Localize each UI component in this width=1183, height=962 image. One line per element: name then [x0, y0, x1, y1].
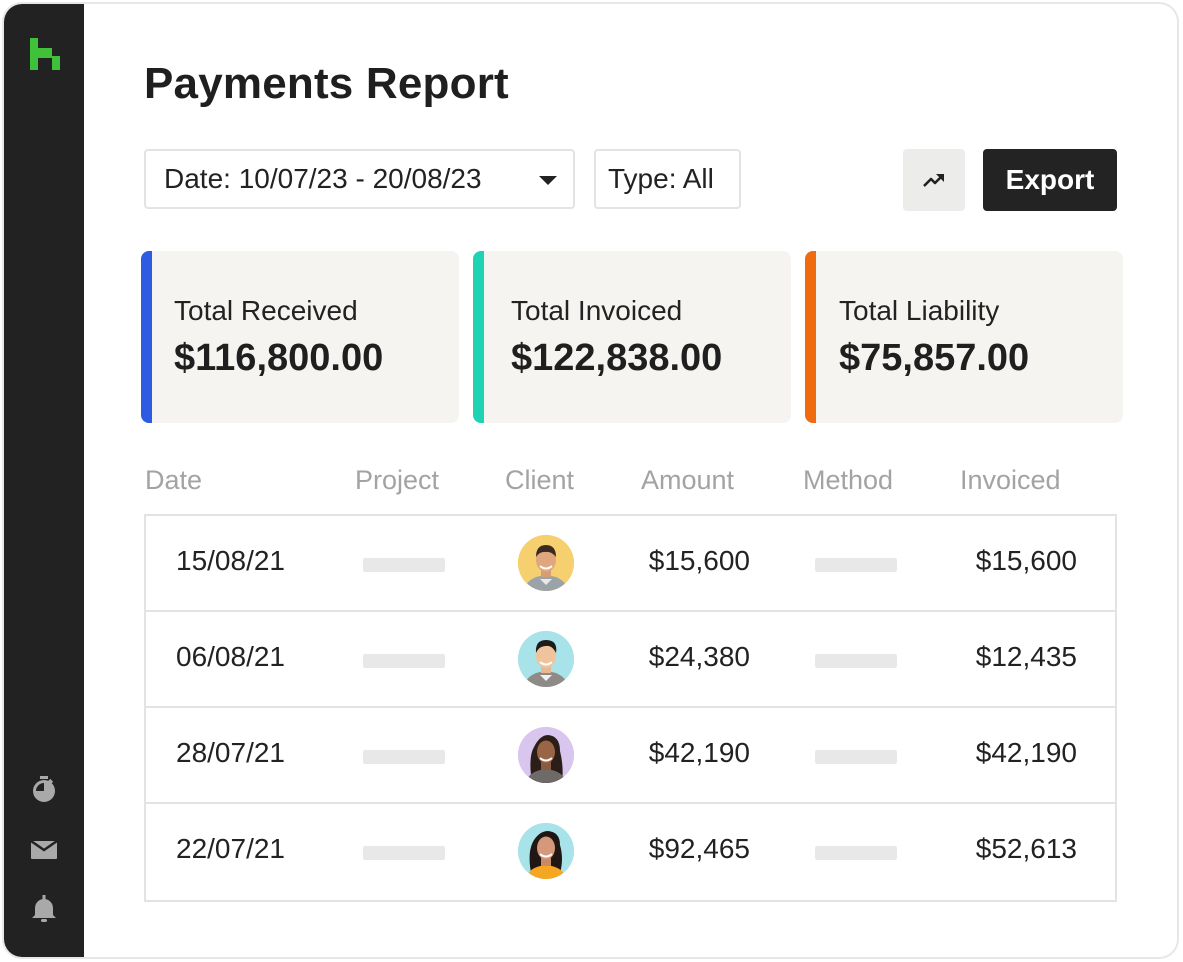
amount-cell: $15,600 [648, 545, 750, 576]
summary-card-invoiced: Total Invoiced $122,838.00 [473, 251, 791, 423]
amount-cell: $92,465 [648, 833, 750, 864]
column-header-client[interactable]: Client [505, 465, 575, 495]
amount-cell: $24,380 [648, 641, 750, 672]
caret-down-icon [539, 176, 557, 185]
card-accent-bar [473, 251, 484, 423]
trend-chart-button[interactable] [903, 149, 965, 211]
table-row[interactable]: 22/07/21 $92,465 $52,613 [146, 804, 1115, 900]
date-range-dropdown[interactable]: Date: 10/07/23 - 20/08/23 [144, 149, 575, 209]
card-label: Total Received [174, 295, 358, 326]
date-cell: 28/07/21 [176, 737, 285, 768]
page-title: Payments Report [144, 59, 509, 108]
sidebar [4, 4, 84, 957]
column-header-method[interactable]: Method [803, 465, 894, 495]
card-label: Total Liability [839, 295, 1000, 326]
card-value: $75,857.00 [839, 337, 1030, 379]
payments-table: 15/08/21 $15,600 $15,600 06/08/21 [144, 514, 1117, 902]
house-logo[interactable] [28, 36, 62, 70]
project-placeholder [363, 654, 445, 668]
summary-card-received: Total Received $116,800.00 [141, 251, 459, 423]
card-accent-bar [141, 251, 152, 423]
bell-icon[interactable] [29, 894, 59, 924]
column-header-project[interactable]: Project [355, 465, 440, 495]
invoiced-cell: $52,613 [975, 833, 1077, 864]
date-range-label: Date: 10/07/23 - 20/08/23 [164, 163, 482, 194]
client-avatar[interactable] [518, 727, 574, 783]
type-filter[interactable]: Type: All [594, 149, 741, 209]
inbox-icon[interactable] [29, 835, 59, 865]
column-header-date[interactable]: Date [145, 465, 203, 495]
client-avatar[interactable] [518, 823, 574, 879]
client-avatar[interactable] [518, 535, 574, 591]
column-header-amount[interactable]: Amount [641, 465, 735, 495]
type-filter-label: Type: All [608, 163, 714, 194]
project-placeholder [363, 558, 445, 572]
date-cell: 22/07/21 [176, 833, 285, 864]
project-placeholder [363, 750, 445, 764]
summary-card-liability: Total Liability $75,857.00 [805, 251, 1123, 423]
date-cell: 06/08/21 [176, 641, 285, 672]
amount-cell: $42,190 [648, 737, 750, 768]
method-placeholder [815, 654, 897, 668]
invoiced-cell: $12,435 [975, 641, 1077, 672]
invoiced-cell: $42,190 [975, 737, 1077, 768]
client-avatar[interactable] [518, 631, 574, 687]
export-button[interactable]: Export [983, 149, 1117, 211]
table-row[interactable]: 06/08/21 $24,380 $12,435 [146, 612, 1115, 708]
method-placeholder [815, 558, 897, 572]
table-row[interactable]: 28/07/21 $42,190 $42,190 [146, 708, 1115, 804]
timer-icon[interactable] [29, 774, 59, 804]
column-header-invoiced[interactable]: Invoiced [960, 465, 1061, 495]
card-accent-bar [805, 251, 816, 423]
invoiced-cell: $15,600 [975, 545, 1077, 576]
card-label: Total Invoiced [511, 295, 683, 326]
trend-up-icon [923, 174, 944, 187]
card-value: $116,800.00 [174, 337, 384, 379]
card-value: $122,838.00 [511, 337, 723, 379]
method-placeholder [815, 846, 897, 860]
method-placeholder [815, 750, 897, 764]
date-cell: 15/08/21 [176, 545, 285, 576]
project-placeholder [363, 846, 445, 860]
table-row[interactable]: 15/08/21 $15,600 $15,600 [146, 516, 1115, 612]
